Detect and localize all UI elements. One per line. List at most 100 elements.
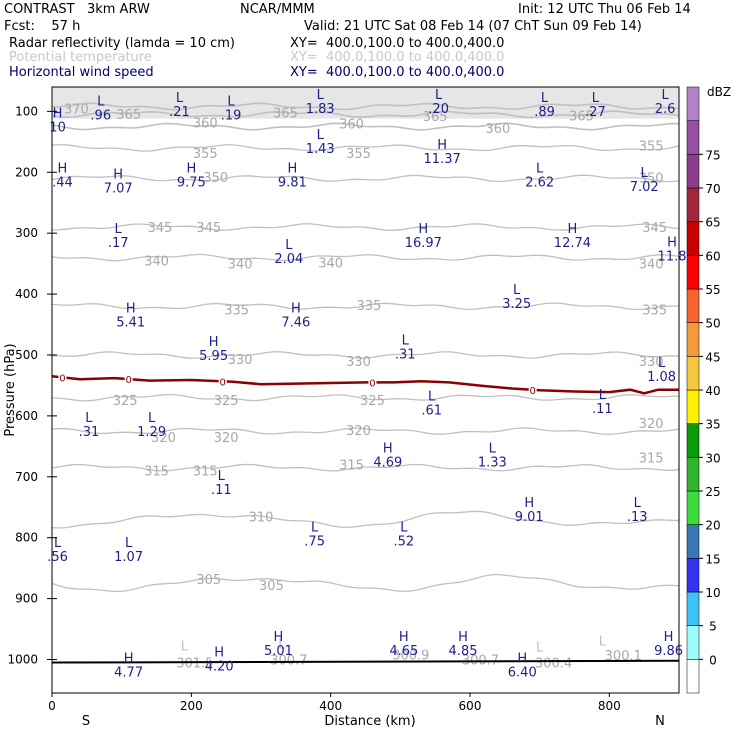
- isentrope-320: [52, 427, 679, 436]
- wind-extremum-type: H: [291, 301, 301, 316]
- colorbar-swatch: [686, 558, 700, 593]
- wind-extremum-type: L: [97, 94, 105, 109]
- x-axis-label: Distance (km): [324, 714, 415, 729]
- isentrope-350: [52, 174, 679, 183]
- zero-dbz-line: [52, 375, 679, 395]
- isentrope-370: [52, 102, 679, 111]
- wind-extremum-value: 7.46: [281, 315, 310, 330]
- colorbar-swatch: [686, 625, 700, 660]
- wind-extremum-value: .17: [108, 236, 129, 251]
- zero-label-bg: [58, 372, 67, 383]
- wind-extremum-type: L: [658, 356, 666, 371]
- theta-label: 330: [346, 355, 371, 370]
- wind-extremum-value: 9.75: [177, 175, 206, 190]
- wind-extremum-value: 2.62: [525, 175, 554, 190]
- wind-extremum-value: 11.37: [424, 152, 461, 167]
- wind-extremum-type: H: [399, 630, 409, 645]
- theta-label: 335: [224, 303, 249, 318]
- wind-extremum-type: L: [641, 166, 649, 181]
- wind-extremum-value: .13: [627, 510, 648, 525]
- wind-extremum-type: L: [661, 88, 669, 103]
- theta-label: 365: [273, 107, 298, 122]
- wind-extremum-value: 6.40: [508, 666, 537, 681]
- theta-label: 355: [639, 139, 664, 154]
- colorbar-swatch: [686, 423, 700, 458]
- wind-extremum-value: .27: [585, 105, 606, 120]
- theta-extremum: L: [278, 638, 286, 653]
- isentrope-330: [52, 351, 679, 359]
- zero-label-bg: [528, 384, 537, 395]
- theta-label: 320: [214, 431, 239, 446]
- isentrope-325: [52, 393, 679, 402]
- wind-extremum-type: H: [53, 106, 63, 121]
- colorbar-swatch: [686, 457, 700, 492]
- wind-extremum-type: H: [124, 652, 134, 667]
- theta-label: 345: [148, 221, 173, 236]
- theta-label: 300.9: [392, 649, 429, 664]
- colorbar-label: 25: [705, 485, 720, 499]
- colorbar-label: 5: [709, 620, 717, 634]
- y-tick-label: 1000: [7, 653, 38, 667]
- north-label: N: [655, 714, 665, 729]
- wind-extremum-value: 7.02: [630, 180, 659, 195]
- wind-extremum-type: L: [317, 128, 325, 143]
- wind-extremum-value: 1.29: [137, 425, 166, 440]
- zero-dbz-label: 0: [125, 375, 131, 386]
- colorbar-swatch: [686, 591, 700, 626]
- wind-extremum-value: .11: [211, 483, 232, 498]
- wind-extremum-value: 4.20: [205, 659, 234, 674]
- y-tick-label: 100: [15, 104, 38, 118]
- theta-label: 350: [203, 171, 228, 186]
- y-tick-label: 500: [15, 348, 38, 362]
- wind-extremum-type: H: [458, 630, 468, 645]
- theta-label: 365: [569, 110, 594, 125]
- y-tick-label: 200: [15, 165, 38, 179]
- zero-dbz-contour: 0 0 0 0 0: [52, 372, 679, 397]
- wind-extremum-type: H: [186, 161, 196, 176]
- isentrope-310: [52, 510, 679, 529]
- wind-extremum-value: 2.04: [274, 252, 303, 267]
- theta-label: 300.4: [535, 657, 572, 672]
- field-1-xy: XY= 400.0,100.0 to 400.0,400.0: [290, 36, 505, 51]
- wind-extremum-value: 11.8: [658, 250, 687, 265]
- theta-label: 355: [346, 147, 371, 162]
- isentrope-355: [52, 143, 679, 152]
- theta-label: 335: [642, 303, 667, 318]
- wind-extremum-value: 1.83: [306, 102, 335, 117]
- wind-extremum-value: 2.6: [655, 102, 676, 117]
- theta-label: 345: [196, 221, 221, 236]
- wind-extremum-value: 9.01: [515, 510, 544, 525]
- theta-label: 310: [249, 510, 274, 525]
- colorbar-swatch: [686, 187, 700, 222]
- wind-extremum-type: L: [227, 94, 235, 109]
- wind-extremum-value: 9.81: [278, 175, 307, 190]
- x-tick-label: 600: [459, 699, 482, 713]
- wind-extremum-type: L: [85, 411, 93, 426]
- theta-label: 325: [360, 394, 385, 409]
- wind-extremum-value: 5.95: [199, 349, 228, 364]
- wind-extremum-value: 1.08: [647, 370, 676, 385]
- x-tick-label: 200: [180, 699, 203, 713]
- y-tick-label: 600: [15, 409, 38, 423]
- y-tick-label: 700: [15, 470, 38, 484]
- wind-extremum-type: H: [58, 161, 68, 176]
- colorbar-label: 10: [705, 586, 720, 600]
- field-1-name: Radar reflectivity (lamda = 10 cm): [9, 36, 235, 51]
- wind-extremum-type: L: [54, 536, 62, 551]
- colorbar-label: 55: [705, 283, 720, 297]
- theta-label: 330: [639, 355, 664, 370]
- colorbar-unit: dBZ: [707, 85, 731, 99]
- wind-extremum-value: 4.69: [373, 455, 402, 470]
- model-name: CONTRAST 3km ARW: [4, 2, 150, 17]
- wind-extremum-type: H: [517, 652, 527, 667]
- colorbar-label: 40: [705, 384, 720, 398]
- theta-label: 350: [639, 172, 664, 187]
- theta-label: 320: [151, 431, 176, 446]
- wind-extremum-type: H: [274, 630, 284, 645]
- wind-extremum-value: .75: [304, 535, 325, 550]
- colorbar-label: 65: [705, 216, 720, 230]
- zero-label-bg: [218, 376, 227, 387]
- theta-label: 340: [639, 258, 664, 273]
- colorbar-swatch: [686, 221, 700, 256]
- plot-background: [52, 87, 679, 693]
